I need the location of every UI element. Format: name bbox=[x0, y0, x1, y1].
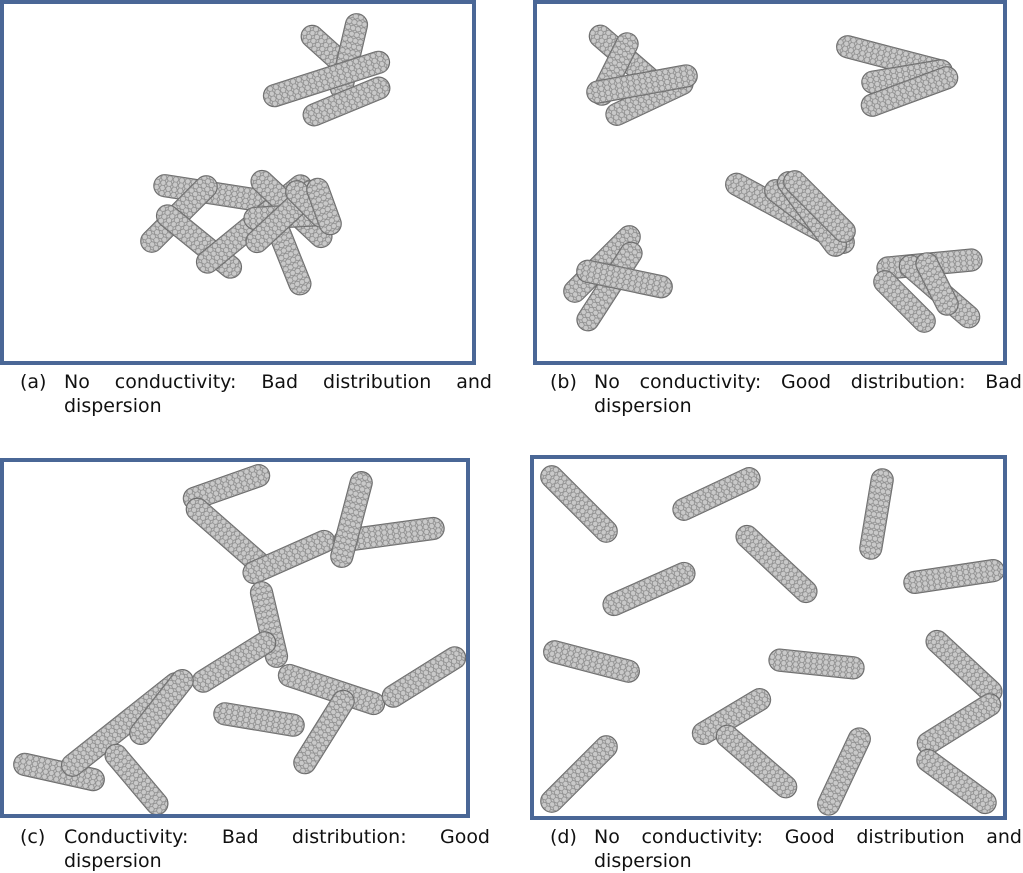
caption-a-label: (a) bbox=[20, 371, 47, 393]
caption-d-line1: No conductivity: Good distribution and bbox=[594, 826, 1022, 848]
caption-a-line1: No conductivity: Bad distribution and bbox=[64, 371, 492, 393]
caption-c-label: (c) bbox=[20, 826, 46, 848]
nanotube bbox=[129, 669, 194, 745]
nanotube bbox=[859, 468, 894, 560]
nanotube bbox=[817, 727, 871, 816]
nanotube bbox=[293, 689, 355, 775]
caption-b: (b) No conductivity: Good distribution: … bbox=[550, 370, 1022, 420]
caption-c-line2: dispersion bbox=[64, 850, 162, 872]
nanotube bbox=[306, 177, 342, 236]
nanotube bbox=[330, 471, 373, 568]
panel-d-canvas bbox=[540, 465, 1003, 816]
nanotube bbox=[262, 50, 391, 108]
nanotube bbox=[916, 693, 1002, 755]
caption-d-line2: dispersion bbox=[594, 850, 692, 872]
caption-b-line2: dispersion bbox=[594, 395, 692, 417]
nanotube bbox=[540, 465, 618, 543]
nanotube bbox=[213, 702, 305, 737]
nanotube bbox=[191, 631, 277, 693]
nanotube bbox=[381, 646, 466, 708]
caption-d: (d) No conductivity: Good distribution a… bbox=[550, 825, 1022, 873]
nanotube bbox=[860, 66, 959, 117]
caption-c: (c) Conductivity: Bad distribution: Good… bbox=[20, 825, 490, 873]
nanotube bbox=[691, 688, 772, 745]
nanotube bbox=[182, 464, 271, 510]
nanotube bbox=[249, 581, 289, 668]
nanotube bbox=[916, 748, 997, 815]
caption-d-label: (d) bbox=[550, 826, 577, 848]
nanotube bbox=[104, 743, 169, 814]
caption-b-line1: No conductivity: Good distribution: Bad bbox=[594, 371, 1022, 393]
nanotube bbox=[13, 752, 105, 792]
nanotube bbox=[576, 259, 673, 299]
nanotube bbox=[672, 467, 761, 521]
panel-c bbox=[0, 458, 470, 818]
caption-a: (a) No conductivity: Bad distribution an… bbox=[20, 370, 492, 420]
nanotube bbox=[735, 524, 818, 604]
panel-a bbox=[0, 0, 476, 365]
panel-b-canvas bbox=[563, 24, 983, 333]
panel-a-canvas bbox=[140, 13, 391, 296]
nanotube bbox=[903, 559, 1003, 594]
nanotube bbox=[302, 76, 391, 127]
nanotube bbox=[768, 648, 865, 680]
nanotube bbox=[277, 663, 386, 716]
nanotube bbox=[540, 735, 618, 813]
panel-b bbox=[533, 0, 1007, 365]
caption-c-line1: Conductivity: Bad distribution: Good bbox=[64, 826, 490, 848]
nanotube bbox=[543, 640, 640, 683]
nanotube bbox=[873, 270, 936, 333]
caption-a-line2: dispersion bbox=[64, 395, 162, 417]
panel-d bbox=[530, 455, 1007, 820]
panel-c-canvas bbox=[13, 464, 466, 814]
caption-b-label: (b) bbox=[550, 371, 577, 393]
nanotube bbox=[586, 64, 698, 104]
nanotube bbox=[602, 561, 696, 617]
nanotube bbox=[915, 252, 959, 316]
nanotube bbox=[715, 724, 798, 799]
